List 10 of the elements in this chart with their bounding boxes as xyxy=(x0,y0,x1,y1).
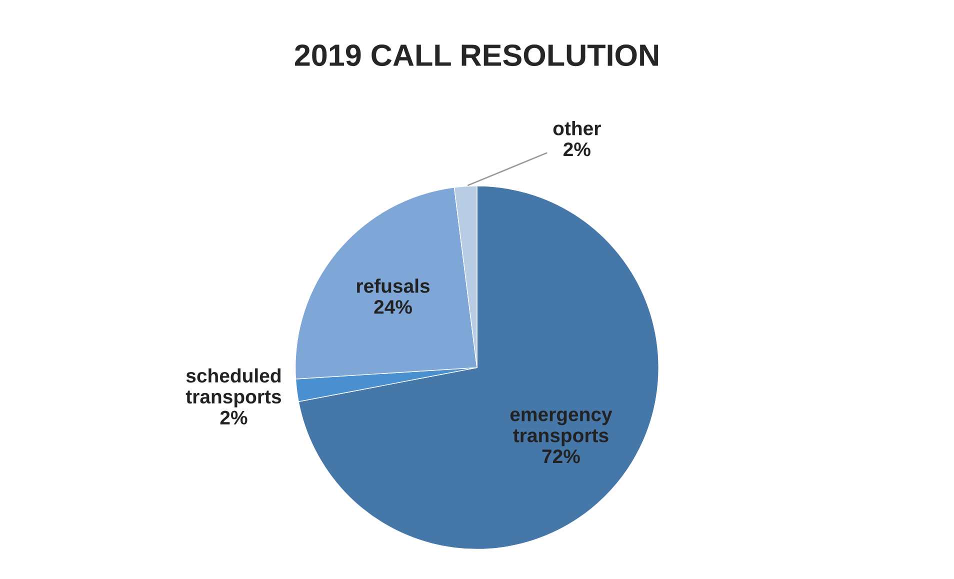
slice-label: refusals xyxy=(357,278,430,293)
data-label: 2% xyxy=(564,142,590,156)
chart-title: 2019 CALL RESOLUTION xyxy=(294,44,658,66)
data-label: 2% xyxy=(220,410,248,424)
slice-label: emergency transports xyxy=(510,410,612,446)
data-label: 72% xyxy=(542,449,580,464)
pie-slice xyxy=(298,186,659,550)
data-label: 24% xyxy=(374,300,412,314)
slice-label: other xyxy=(553,121,601,136)
slice-label: scheduled transports xyxy=(186,368,281,408)
